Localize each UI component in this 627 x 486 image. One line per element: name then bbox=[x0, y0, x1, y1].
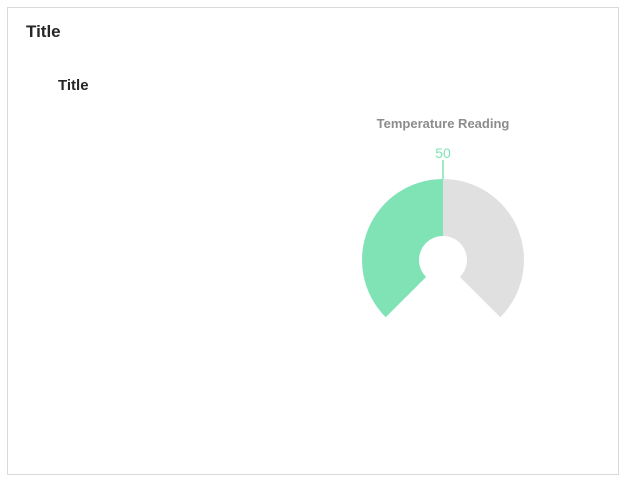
chart-title: Title bbox=[58, 77, 89, 94]
panel-card: Title Title Temperature Reading 50 bbox=[7, 7, 619, 475]
gauge-chart: Temperature Reading 50 bbox=[362, 116, 524, 318]
panel-title: Title bbox=[26, 22, 61, 41]
gauge-track bbox=[443, 179, 524, 318]
gauge-fill bbox=[362, 179, 443, 318]
gauge-value-label: 50 bbox=[435, 145, 451, 161]
gauge-label: Temperature Reading bbox=[377, 116, 510, 131]
